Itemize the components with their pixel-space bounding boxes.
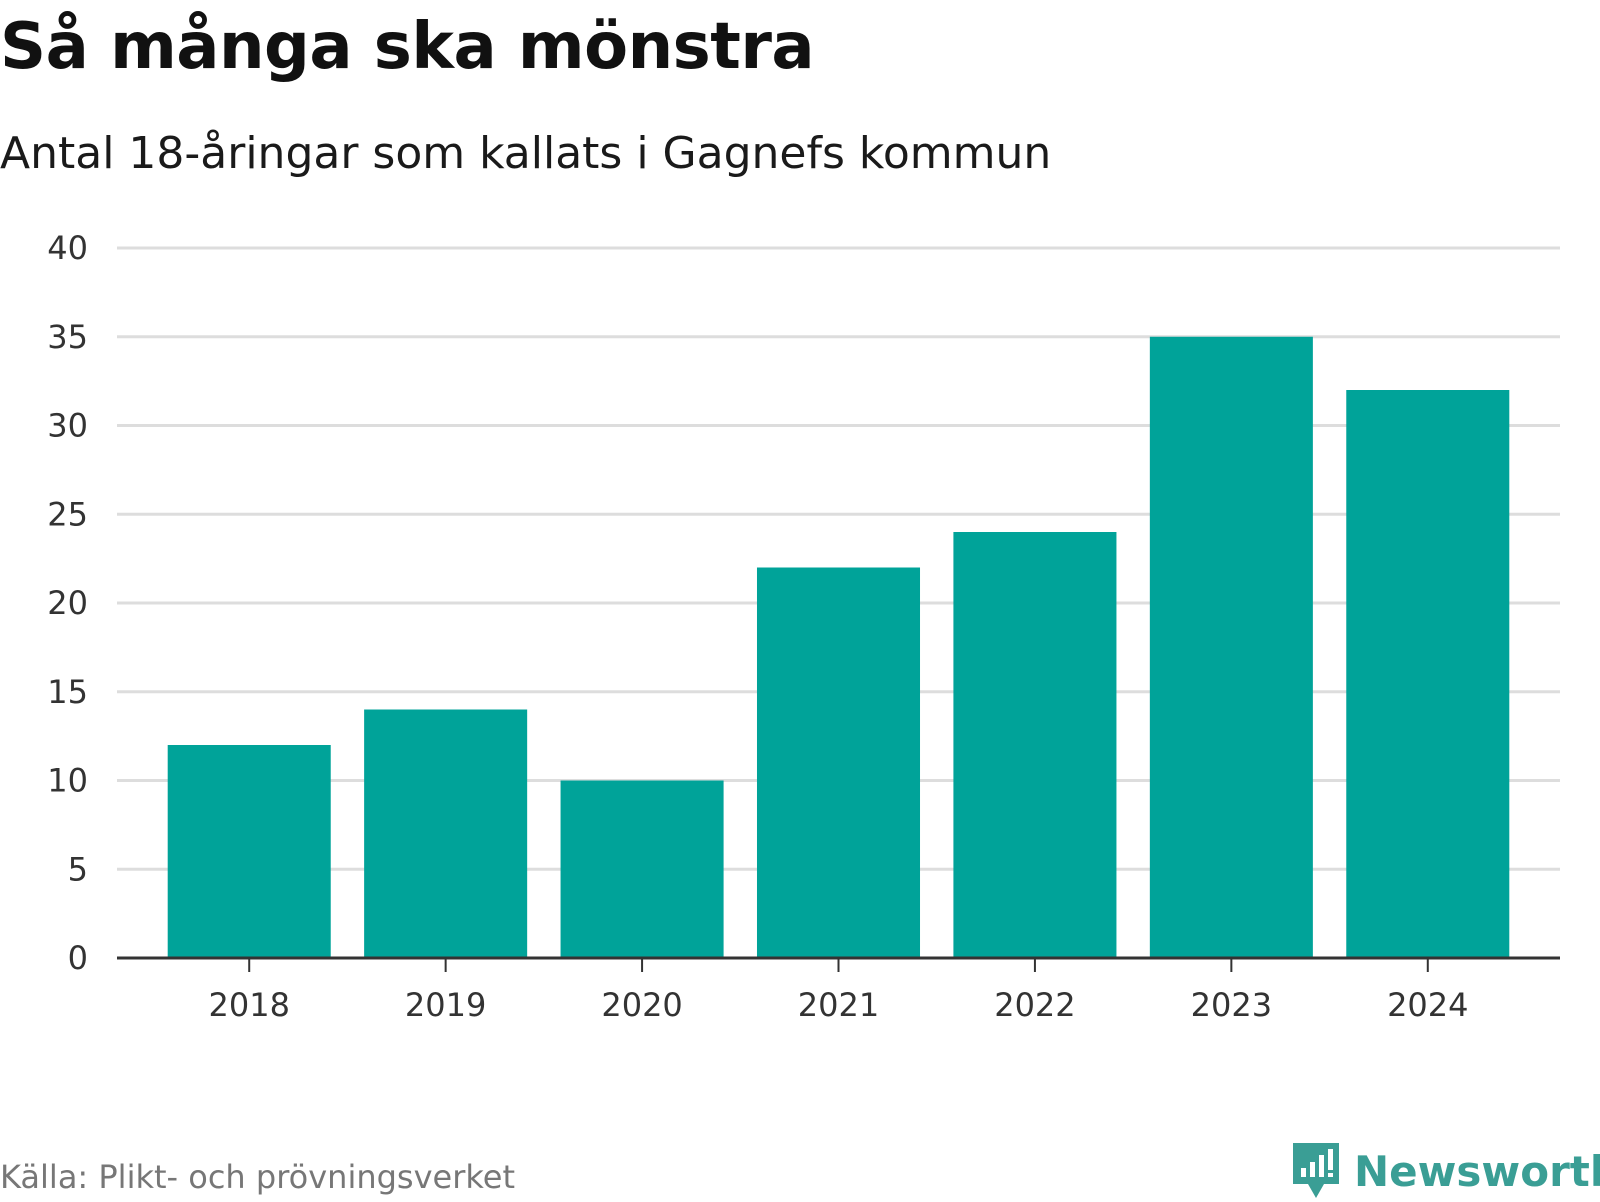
chart-subtitle: Antal 18-åringar som kallats i Gagnefs k… bbox=[0, 128, 1052, 179]
y-axis-ticks: 0 5 10 15 20 25 30 35 40 bbox=[47, 229, 88, 977]
x-axis: 2018 2019 2020 2021 2022 2023 2024 bbox=[117, 956, 1560, 1024]
bar-2023 bbox=[1149, 336, 1313, 958]
y-tick-label: 40 bbox=[47, 229, 88, 267]
x-tick-label: 2019 bbox=[405, 986, 486, 1024]
bar-2024 bbox=[1346, 390, 1510, 958]
bar-2018 bbox=[167, 745, 331, 958]
x-tick-label: 2023 bbox=[1191, 986, 1272, 1024]
x-tick-label: 2020 bbox=[601, 986, 682, 1024]
bar-2021 bbox=[756, 567, 921, 958]
y-tick-label: 0 bbox=[68, 939, 88, 977]
x-tick-label: 2022 bbox=[994, 986, 1075, 1024]
x-tick-label: 2018 bbox=[208, 986, 289, 1024]
y-tick-label: 25 bbox=[47, 495, 88, 533]
brand-logo: Newsworthy bbox=[1290, 1140, 1600, 1202]
chart-title: Så många ska mönstra bbox=[0, 10, 815, 84]
y-tick-label: 10 bbox=[47, 762, 88, 800]
x-tick-label: 2024 bbox=[1387, 986, 1468, 1024]
bars bbox=[167, 336, 1510, 958]
y-tick-label: 30 bbox=[47, 407, 88, 445]
source-note: Källa: Plikt- och prövningsverket bbox=[0, 1158, 515, 1196]
y-tick-label: 15 bbox=[47, 673, 88, 711]
bar-2019 bbox=[364, 709, 528, 958]
brand-name: Newsworthy bbox=[1354, 1146, 1600, 1196]
newsworthy-logo-icon bbox=[1293, 1143, 1339, 1198]
y-tick-label: 35 bbox=[47, 318, 88, 356]
bar-2022 bbox=[953, 532, 1117, 958]
y-tick-label: 20 bbox=[47, 584, 88, 622]
bar-2020 bbox=[560, 780, 724, 958]
y-tick-label: 5 bbox=[68, 850, 88, 888]
x-tick-label: 2021 bbox=[798, 986, 879, 1024]
